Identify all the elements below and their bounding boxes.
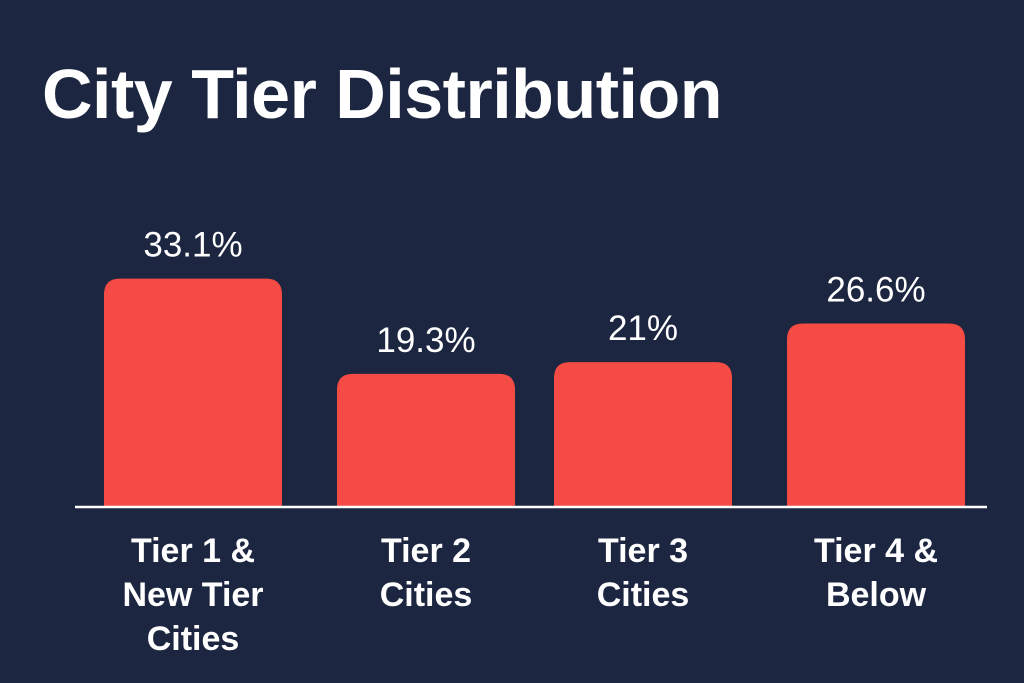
category-label-line: Cities: [380, 576, 473, 614]
value-labels-group: 33.1% 19.3% 21% 26.6%: [143, 226, 925, 360]
value-label-3: 21%: [608, 309, 678, 348]
category-label-1: Tier 1 & New Tier Cities: [122, 532, 263, 658]
category-label-line: Tier 2: [381, 532, 471, 570]
category-label-line: New Tier: [122, 576, 263, 614]
chart-title: City Tier Distribution: [42, 55, 722, 133]
value-label-1: 33.1%: [143, 226, 242, 265]
category-label-line: Below: [826, 576, 927, 614]
category-label-4: Tier 4 & Below: [814, 532, 938, 614]
bar-2: [337, 373, 515, 507]
category-label-2: Tier 2 Cities: [380, 532, 473, 614]
bar-3: [554, 362, 732, 507]
value-label-4: 26.6%: [826, 270, 925, 309]
category-label-3: Tier 3 Cities: [597, 532, 690, 614]
category-label-line: Tier 3: [598, 532, 688, 570]
category-label-line: Tier 1 &: [131, 532, 255, 570]
category-label-line: Cities: [597, 576, 690, 614]
bar-1: [104, 278, 282, 507]
category-label-line: Tier 4 &: [814, 532, 938, 570]
bar-4: [787, 323, 965, 507]
category-label-line: Cities: [147, 620, 240, 658]
value-label-2: 19.3%: [376, 321, 475, 360]
bars-group: [104, 278, 965, 507]
